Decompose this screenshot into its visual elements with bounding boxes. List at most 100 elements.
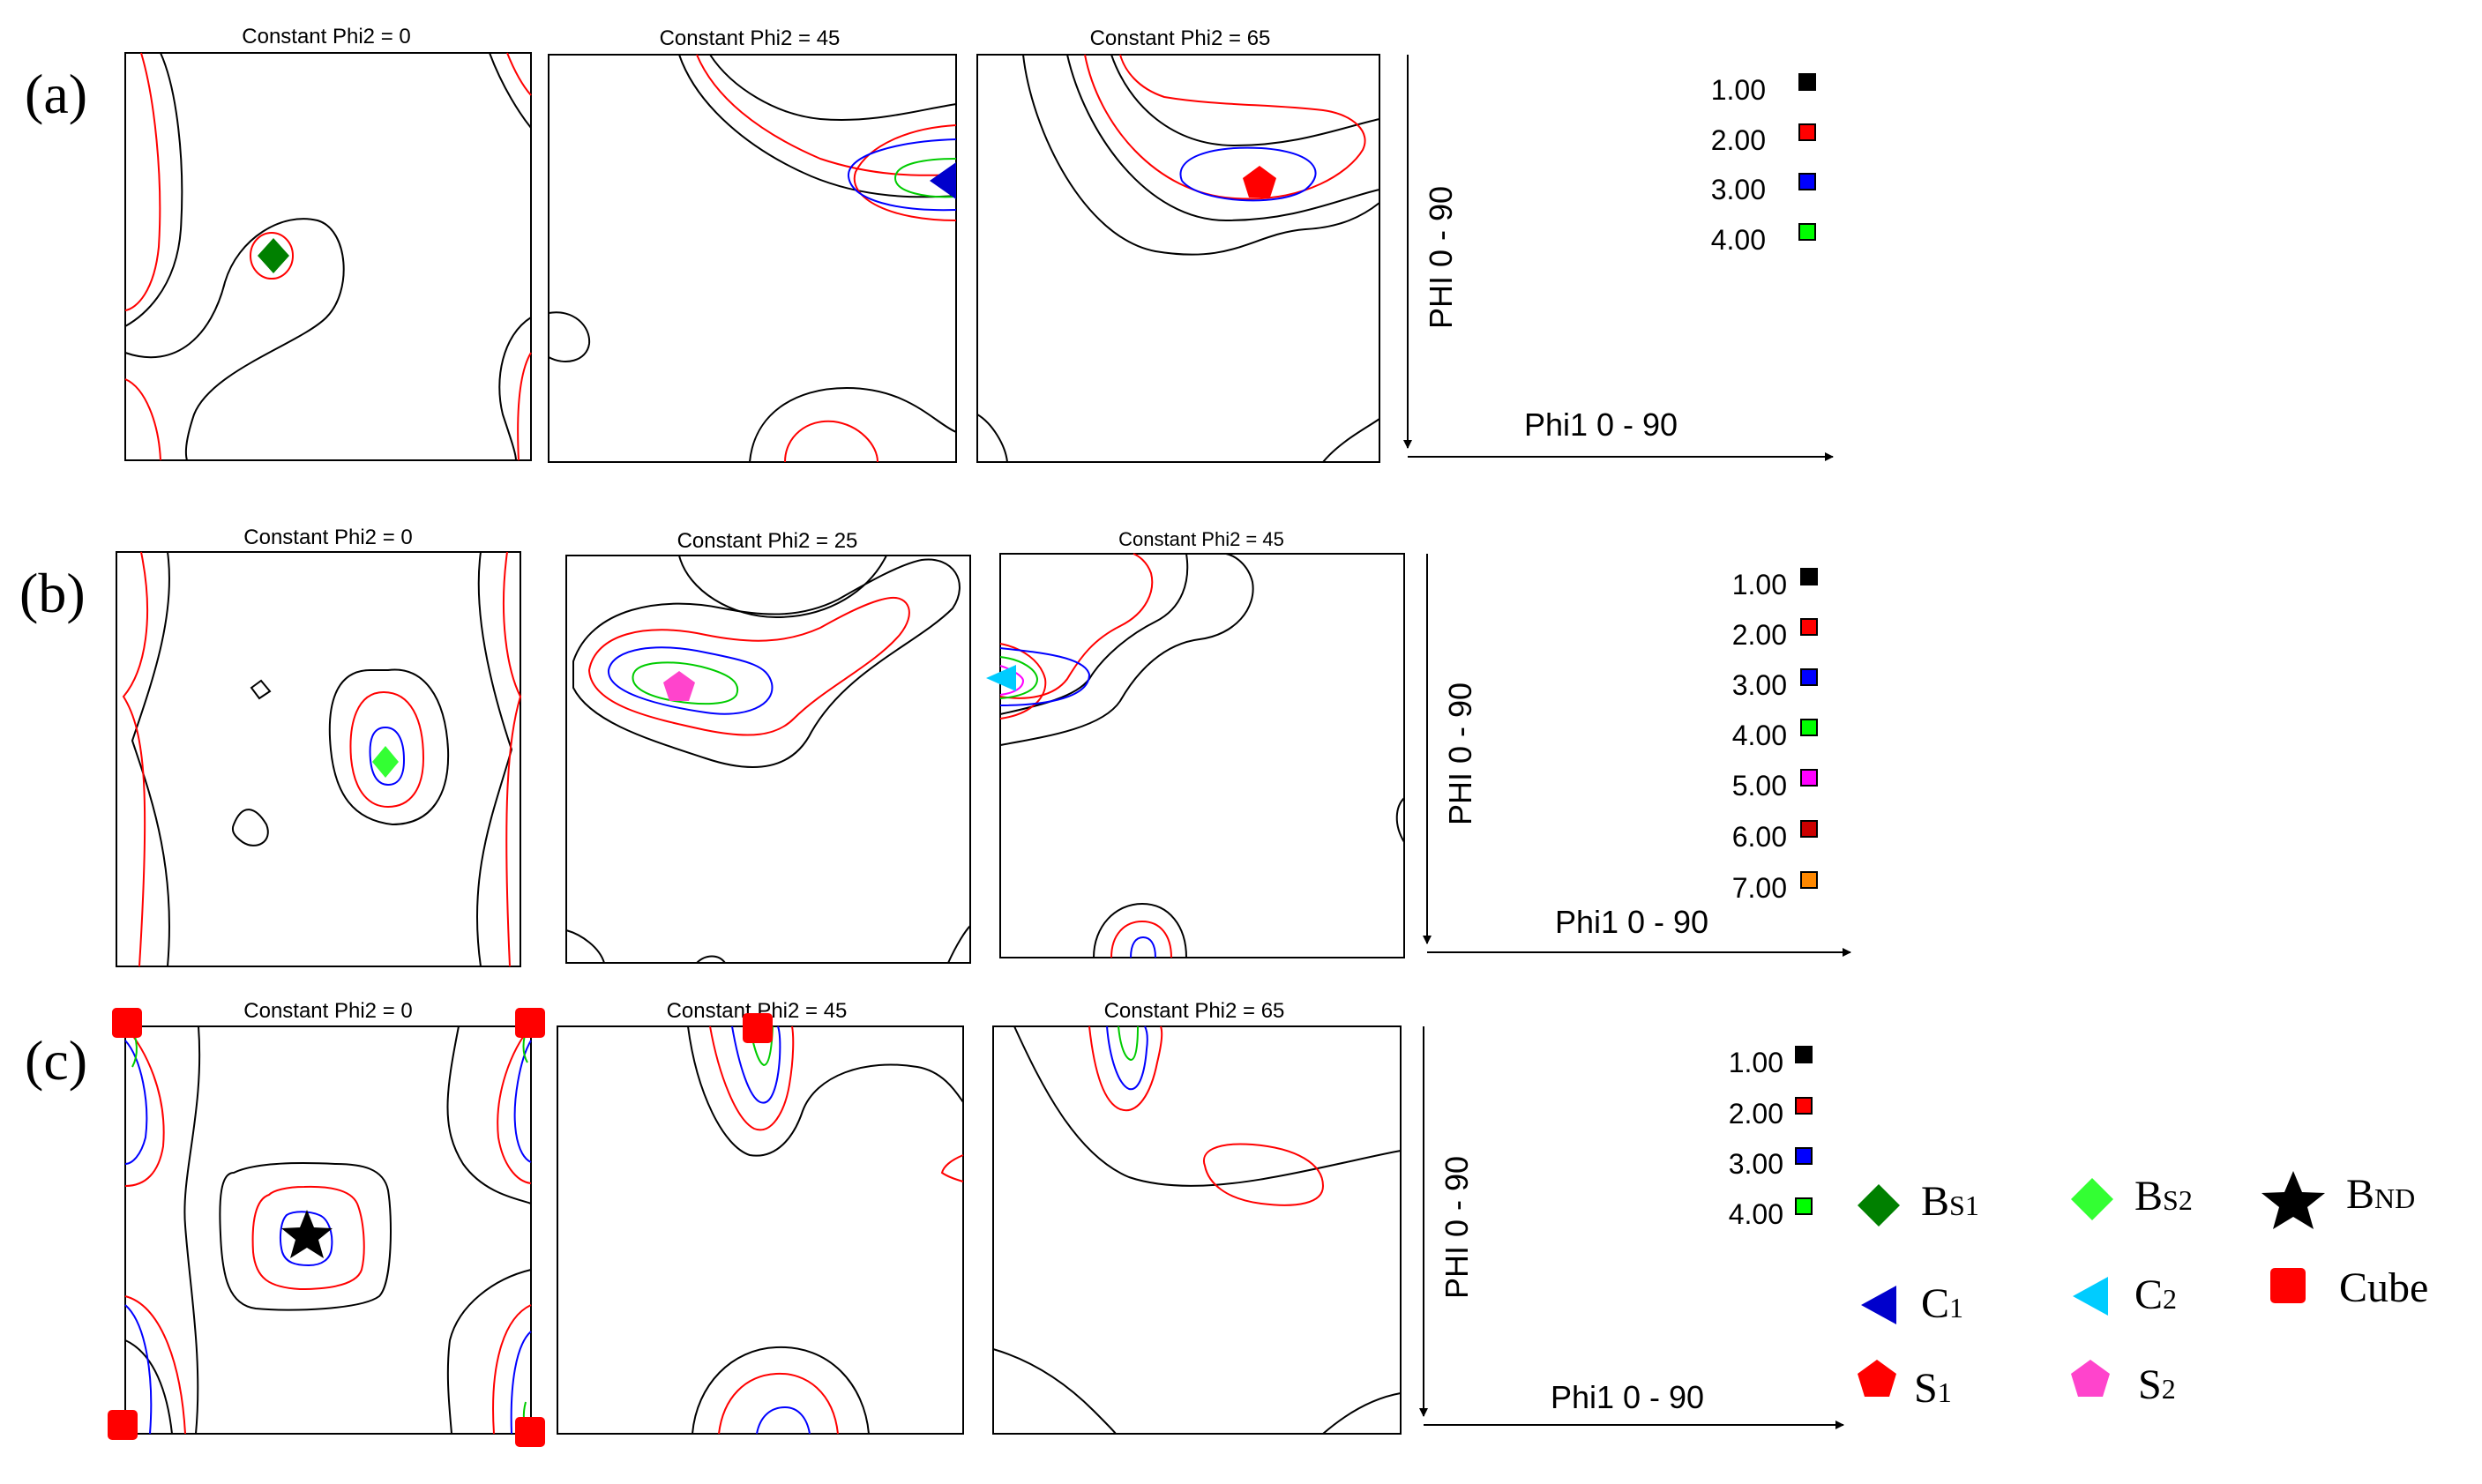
level-swatch xyxy=(1795,1097,1813,1115)
level-swatch xyxy=(1795,1147,1813,1165)
svg-text:BS2: BS2 xyxy=(2134,1173,2193,1219)
axis-label-phi-a: PHI 0 - 90 xyxy=(1423,186,1459,329)
svg-text:C1: C1 xyxy=(1921,1280,1963,1327)
legend-entry-c2: C2 xyxy=(2073,1271,2177,1318)
section-title-c1: Constant Phi2 = 0 xyxy=(243,999,412,1023)
pentagon-icon xyxy=(1858,1360,1896,1397)
legend-entry-c1: C1 xyxy=(1861,1280,1963,1327)
panel-label-c: (c) xyxy=(25,1029,87,1092)
level-label: 1.00 xyxy=(1711,74,1766,106)
level-swatch xyxy=(1800,871,1818,889)
level-swatch xyxy=(1800,719,1818,736)
level-label: 2.00 xyxy=(1732,619,1787,651)
svg-text:S2: S2 xyxy=(2138,1361,2176,1408)
s2-marker xyxy=(663,671,695,701)
panel-c: (c) Constant Phi2 = 0 Constant Phi2 = 45… xyxy=(25,999,1844,1447)
bs1-marker xyxy=(258,238,289,273)
svg-text:BS1: BS1 xyxy=(1921,1178,1979,1225)
odf-axes-c: PHI 0 - 90 Phi1 0 - 90 xyxy=(1419,1026,1844,1429)
svg-text:S1: S1 xyxy=(1914,1365,1952,1412)
level-label: 4.00 xyxy=(1711,224,1766,256)
panel-label-b: (b) xyxy=(19,562,86,624)
svg-text:BND: BND xyxy=(2346,1171,2415,1218)
triangle-left-icon xyxy=(1861,1286,1896,1324)
legend-entry-bs2: BS2 xyxy=(2071,1173,2193,1220)
section-title-a1: Constant Phi2 = 0 xyxy=(242,25,410,48)
axis-label-phi1-c: Phi1 0 - 90 xyxy=(1551,1379,1704,1415)
c2-marker xyxy=(986,665,1016,691)
svg-text:Cube: Cube xyxy=(2339,1264,2428,1311)
bnd-marker xyxy=(281,1210,333,1258)
level-swatch xyxy=(1798,123,1816,141)
level-swatch xyxy=(1800,618,1818,636)
level-label: 5.00 xyxy=(1732,770,1787,802)
level-swatch xyxy=(1800,820,1818,838)
diamond-icon xyxy=(1858,1184,1900,1227)
axis-label-phi1-a: Phi1 0 - 90 xyxy=(1524,406,1678,443)
level-label: 2.00 xyxy=(1729,1098,1783,1130)
level-swatch xyxy=(1798,223,1816,241)
square-icon xyxy=(2270,1268,2306,1303)
cube-marker xyxy=(515,1417,545,1447)
cube-marker xyxy=(108,1410,138,1440)
panel-b: (b) Constant Phi2 = 0 Constant Phi2 = 25… xyxy=(19,526,1851,967)
level-label: 2.00 xyxy=(1711,124,1766,156)
axis-label-phi-b: PHI 0 - 90 xyxy=(1442,682,1478,825)
odf-section-a3 xyxy=(976,54,1380,463)
odf-axes-b: PHI 0 - 90 Phi1 0 - 90 xyxy=(1423,554,1851,957)
legend-entry-bs1: BS1 xyxy=(1858,1178,1979,1227)
section-title-b2: Constant Phi2 = 25 xyxy=(677,529,858,553)
level-label: 3.00 xyxy=(1732,669,1787,701)
triangle-left-icon xyxy=(2073,1277,2108,1316)
pentagon-icon xyxy=(2071,1360,2110,1397)
cube-marker xyxy=(112,1008,142,1038)
odf-section-c3 xyxy=(992,1025,1402,1435)
level-label: 7.00 xyxy=(1732,872,1787,904)
odf-axes-a: PHI 0 - 90 Phi1 0 - 90 xyxy=(1403,55,1834,461)
odf-section-a2 xyxy=(548,54,957,463)
level-swatch xyxy=(1795,1046,1813,1063)
legend-entry-s1: S1 xyxy=(1858,1360,1952,1412)
odf-section-b1 xyxy=(116,551,522,967)
odf-section-a1 xyxy=(124,52,532,461)
bs2-marker xyxy=(372,746,399,778)
odf-section-c2 xyxy=(557,1013,964,1435)
s1-marker xyxy=(1243,166,1276,198)
level-label: 3.00 xyxy=(1729,1148,1783,1180)
level-swatch xyxy=(1798,73,1816,91)
legend-entry-s2: S2 xyxy=(2071,1360,2176,1408)
section-title-a2: Constant Phi2 = 45 xyxy=(660,26,841,50)
section-title-a3: Constant Phi2 = 65 xyxy=(1090,26,1271,50)
level-swatch xyxy=(1795,1197,1813,1215)
level-label: 6.00 xyxy=(1732,821,1787,853)
level-label: 4.00 xyxy=(1729,1198,1783,1230)
svg-text:C2: C2 xyxy=(2134,1271,2177,1318)
cube-marker xyxy=(515,1008,545,1038)
level-label: 1.00 xyxy=(1729,1047,1783,1078)
level-swatch xyxy=(1798,173,1816,190)
odf-section-c1 xyxy=(108,1008,545,1447)
panel-label-a: (a) xyxy=(25,63,87,125)
cube-marker xyxy=(743,1013,773,1043)
level-legend-c: 1.00 2.00 3.00 4.00 xyxy=(1729,1046,1813,1230)
axis-label-phi1-b: Phi1 0 - 90 xyxy=(1555,904,1708,940)
panel-a: (a) Constant Phi2 = 0 Constant Phi2 = 45… xyxy=(25,25,1834,463)
level-label: 4.00 xyxy=(1732,720,1787,751)
section-title-b1: Constant Phi2 = 0 xyxy=(243,526,412,549)
diamond-icon xyxy=(2071,1178,2113,1220)
star-icon xyxy=(2261,1171,2325,1229)
level-legend-a: 1.00 2.00 3.00 4.00 xyxy=(1711,73,1816,256)
c1-marker xyxy=(930,162,956,199)
axis-label-phi-c: PHI 0 - 90 xyxy=(1439,1156,1475,1299)
odf-section-b3 xyxy=(986,553,1405,958)
section-title-c3: Constant Phi2 = 65 xyxy=(1104,999,1285,1023)
level-label: 1.00 xyxy=(1732,569,1787,600)
level-label: 3.00 xyxy=(1711,174,1766,205)
level-swatch xyxy=(1800,769,1818,787)
legend-entry-bnd: BND xyxy=(2261,1171,2415,1229)
odf-section-b2 xyxy=(565,555,971,964)
orientation-legend: BS1 BS2 BND C1 C2 Cube S1 S2 xyxy=(1858,1171,2428,1412)
section-title-b3: Constant Phi2 = 45 xyxy=(1118,528,1284,550)
legend-entry-cube: Cube xyxy=(2270,1264,2428,1311)
